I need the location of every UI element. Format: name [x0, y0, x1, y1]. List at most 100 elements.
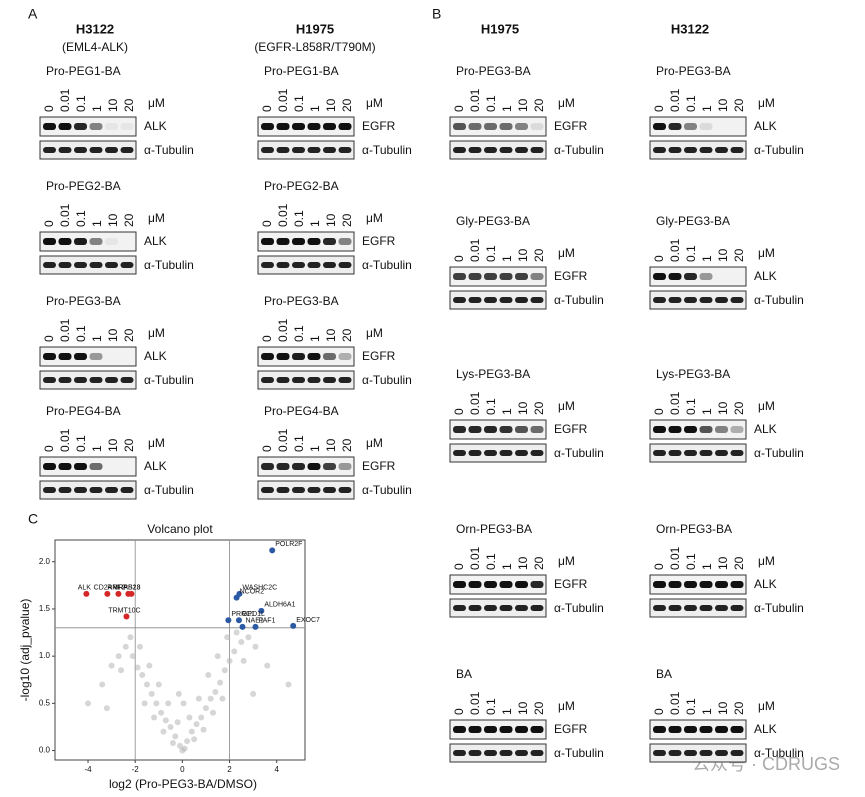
band [323, 238, 336, 245]
dose-label: 0.01 [468, 88, 482, 112]
dose-label: 0.1 [684, 95, 698, 112]
dose-unit: μM [758, 399, 775, 413]
band [468, 450, 482, 456]
dose-label: 0.01 [276, 428, 290, 452]
band [58, 377, 72, 383]
dose-label: 1 [500, 255, 514, 262]
band [58, 262, 72, 268]
loading-label: α-Tubulin [554, 293, 604, 307]
blot-title: Pro-PEG3-BA [656, 64, 731, 78]
point [188, 728, 195, 735]
dose-label: 1 [700, 708, 714, 715]
dose-label: 0 [652, 408, 666, 415]
band [499, 581, 513, 588]
point [269, 547, 276, 554]
blot-title: Orn-PEG3-BA [656, 522, 732, 536]
point [258, 607, 265, 614]
dose-label: 10 [106, 98, 120, 112]
band [515, 450, 528, 456]
column-header: H1975 [296, 21, 334, 36]
band [105, 262, 118, 268]
band [699, 605, 713, 611]
band [653, 426, 666, 433]
dose-label: 10 [716, 556, 730, 570]
band [468, 581, 482, 588]
point [210, 709, 217, 716]
band [699, 123, 713, 130]
blot-title: Gly-PEG3-BA [456, 214, 530, 228]
point [134, 664, 141, 671]
blot-frame [649, 598, 747, 618]
dose-label: 20 [532, 248, 546, 262]
band [323, 487, 336, 493]
band [684, 605, 697, 611]
point [207, 695, 214, 702]
band [699, 750, 713, 756]
target-label: EGFR [362, 234, 396, 248]
loading-label: α-Tubulin [754, 293, 804, 307]
band [699, 147, 713, 153]
band [323, 123, 336, 130]
point [108, 662, 115, 669]
point [165, 700, 172, 707]
blot-title: Pro-PEG4-BA [46, 404, 121, 418]
blot-title: Pro-PEG1-BA [46, 64, 121, 78]
blot-frame [257, 116, 355, 137]
dose-unit: μM [758, 96, 775, 110]
target-label: ALK [144, 459, 167, 473]
point-label: RNF2 [107, 585, 125, 592]
point [162, 717, 169, 724]
band [276, 147, 290, 153]
band [699, 273, 713, 280]
loading-label: α-Tubulin [754, 446, 804, 460]
band [292, 353, 305, 360]
blot-title: Pro-PEG2-BA [264, 179, 339, 193]
band [58, 238, 72, 245]
dose-label: 0.01 [58, 203, 72, 227]
band [120, 487, 134, 493]
band [292, 123, 305, 130]
blot-frame [449, 290, 547, 310]
dose-label: 0 [260, 220, 274, 227]
point [122, 643, 129, 650]
blot-frame [449, 140, 547, 160]
blot-frame [449, 719, 547, 740]
band [105, 147, 118, 153]
band [307, 487, 321, 493]
point-label: ALDH6A1 [264, 602, 295, 609]
band [484, 297, 497, 303]
band [715, 147, 728, 153]
band [292, 262, 305, 268]
band [453, 581, 466, 588]
band [468, 147, 482, 153]
point [245, 634, 252, 641]
point [160, 728, 167, 735]
band [261, 238, 274, 245]
y-tick-label: 0.0 [39, 746, 51, 755]
point [191, 736, 198, 743]
band [499, 450, 513, 456]
dose-label: 0 [452, 563, 466, 570]
band [530, 426, 544, 433]
band [58, 463, 72, 470]
blot-frame [649, 116, 747, 137]
band [89, 238, 103, 245]
dose-label: 0.1 [684, 245, 698, 262]
band [515, 426, 528, 433]
band [43, 377, 56, 383]
point [151, 714, 158, 721]
loading-label: α-Tubulin [144, 258, 194, 272]
dose-label: 1 [90, 105, 104, 112]
band [58, 123, 72, 130]
band [453, 297, 466, 303]
band [261, 147, 274, 153]
blot-title: Pro-PEG4-BA [264, 404, 339, 418]
target-label: EGFR [554, 119, 588, 133]
point [214, 653, 221, 660]
loading-label: α-Tubulin [144, 373, 194, 387]
dose-label: 10 [516, 98, 530, 112]
band [453, 426, 466, 433]
dose-label: 20 [122, 328, 136, 342]
band [684, 147, 697, 153]
panel-label: B [432, 6, 441, 22]
